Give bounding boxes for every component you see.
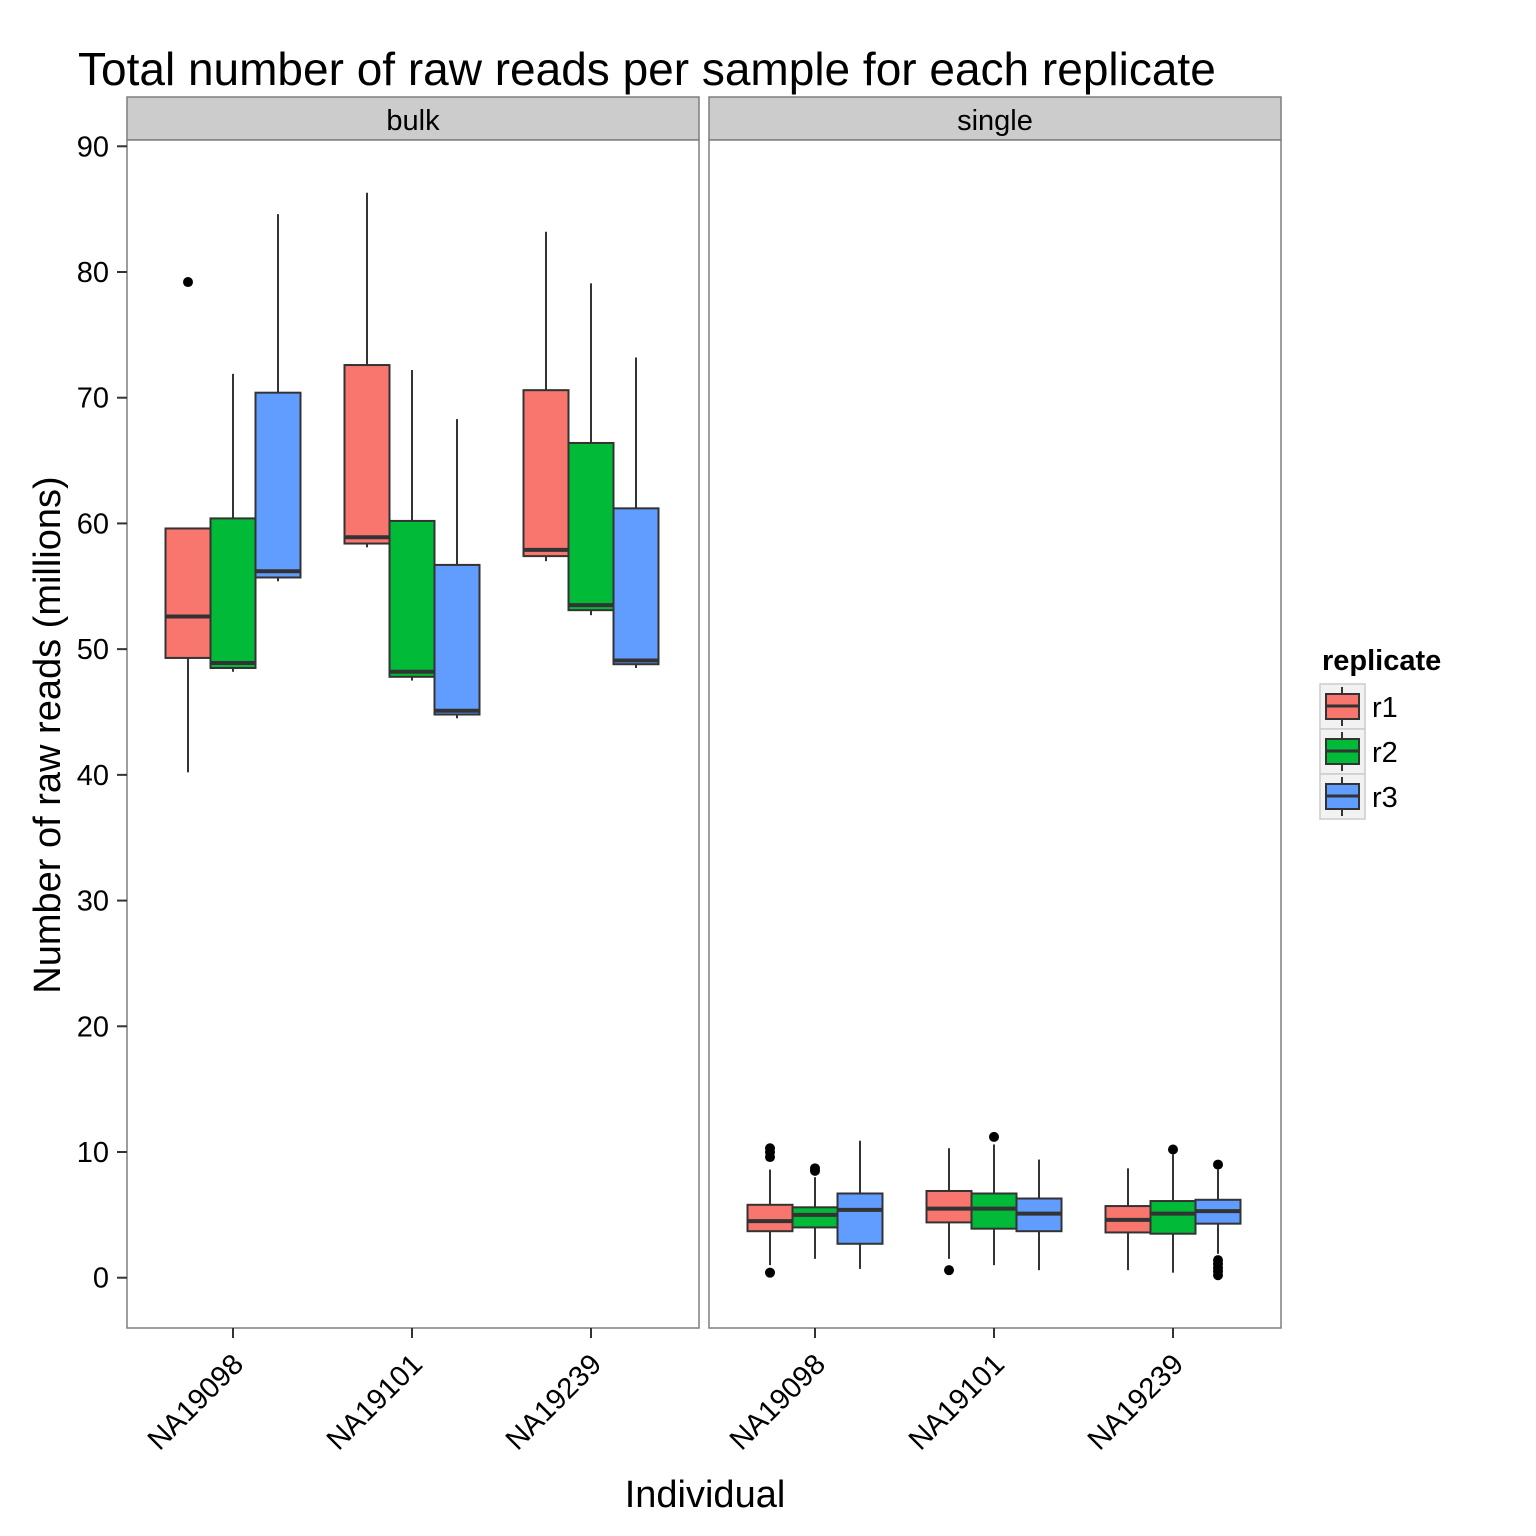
outlier-point (989, 1131, 999, 1142)
chart-title: Total number of raw reads per sample for… (78, 43, 1216, 95)
y-tick-label: 60 (77, 508, 109, 540)
x-tick-label: NA19101 (321, 1348, 429, 1456)
facet-panel-single: single (708, 96, 1282, 1329)
box-NA19098-r2 (209, 373, 257, 672)
y-tick-label: 80 (77, 257, 109, 289)
x-axis-title: Individual (625, 1474, 786, 1516)
outlier-point (1168, 1144, 1178, 1155)
box-iqr (791, 1206, 839, 1229)
legend: replicate r1 r2 r3 (1319, 645, 1441, 820)
box-NA19101-r3 (1015, 1159, 1063, 1271)
box-iqr (836, 1192, 884, 1245)
facet-panels: bulk single (126, 96, 1282, 1329)
facet-label: bulk (386, 105, 440, 137)
box-iqr (254, 391, 302, 579)
box-NA19101-r1 (343, 192, 391, 548)
box-NA19098-r1 (746, 1143, 794, 1278)
box-iqr (746, 1203, 794, 1233)
legend-item-r1: r1 (1319, 683, 1398, 730)
legend-label: r3 (1372, 782, 1398, 814)
facet-strip (708, 96, 1282, 141)
box-iqr (1149, 1200, 1197, 1235)
y-tick-label: 50 (77, 634, 109, 666)
outlier-point (183, 277, 193, 288)
box-NA19098-r3 (836, 1140, 884, 1269)
x-tick-label: NA19239 (500, 1348, 608, 1456)
x-axis: NA19098 NA19101 NA19239 NA19098 NA19101 NA192… (142, 1328, 1190, 1456)
box-iqr (164, 527, 212, 659)
box-NA19239-r1 (1104, 1168, 1152, 1271)
panel-border (708, 139, 1282, 1329)
y-tick-label: 40 (77, 760, 109, 792)
y-tick-label: 0 (93, 1263, 109, 1295)
legend-label: r2 (1372, 737, 1398, 769)
box-NA19101-r2 (388, 370, 436, 681)
y-tick-label: 20 (77, 1011, 109, 1043)
panel-border (126, 139, 700, 1329)
box-iqr (522, 389, 570, 558)
box-NA19101-r2 (970, 1131, 1018, 1266)
box-NA19098-r1 (164, 277, 212, 773)
y-tick-label: 30 (77, 886, 109, 918)
x-tick-label: NA19239 (1082, 1348, 1190, 1456)
y-tick-label: 90 (77, 131, 109, 163)
outlier-point (765, 1143, 775, 1154)
x-tick-label: NA19098 (142, 1348, 250, 1456)
x-tick-label: NA19101 (903, 1348, 1011, 1456)
outlier-point (765, 1267, 775, 1278)
y-tick-label: 10 (77, 1137, 109, 1169)
legend-item-r3: r3 (1319, 773, 1398, 820)
box-iqr (388, 519, 436, 678)
legend-title: replicate (1322, 645, 1441, 677)
box-NA19239-r2 (567, 283, 615, 616)
outlier-point (1213, 1255, 1223, 1266)
legend-label: r1 (1372, 692, 1398, 724)
box-iqr (209, 517, 257, 670)
box-iqr (433, 563, 481, 716)
outlier-point (944, 1265, 954, 1276)
legend-item-r2: r2 (1319, 728, 1398, 775)
box-iqr (567, 441, 615, 612)
box-NA19101-r3 (433, 419, 481, 719)
x-tick-label: NA19098 (724, 1348, 832, 1456)
outlier-point (810, 1163, 820, 1174)
box-NA19239-r3 (612, 357, 660, 668)
box-iqr (343, 364, 391, 545)
box-NA19239-r3 (1194, 1159, 1242, 1281)
box-iqr (612, 507, 660, 666)
box-NA19098-r3 (254, 214, 302, 582)
y-tick-label: 70 (77, 383, 109, 415)
facet-strip (126, 96, 700, 141)
y-axis: 0 10 20 30 40 50 60 70 80 90 (77, 131, 127, 1295)
box-iqr (970, 1192, 1018, 1230)
facet-label: single (957, 105, 1033, 137)
outlier-point (1213, 1159, 1223, 1170)
box-NA19239-r1 (522, 231, 570, 562)
facet-panel-bulk: bulk (126, 96, 700, 1329)
y-axis-title: Number of raw reads (millions) (27, 476, 69, 993)
box-NA19101-r1 (925, 1148, 973, 1276)
